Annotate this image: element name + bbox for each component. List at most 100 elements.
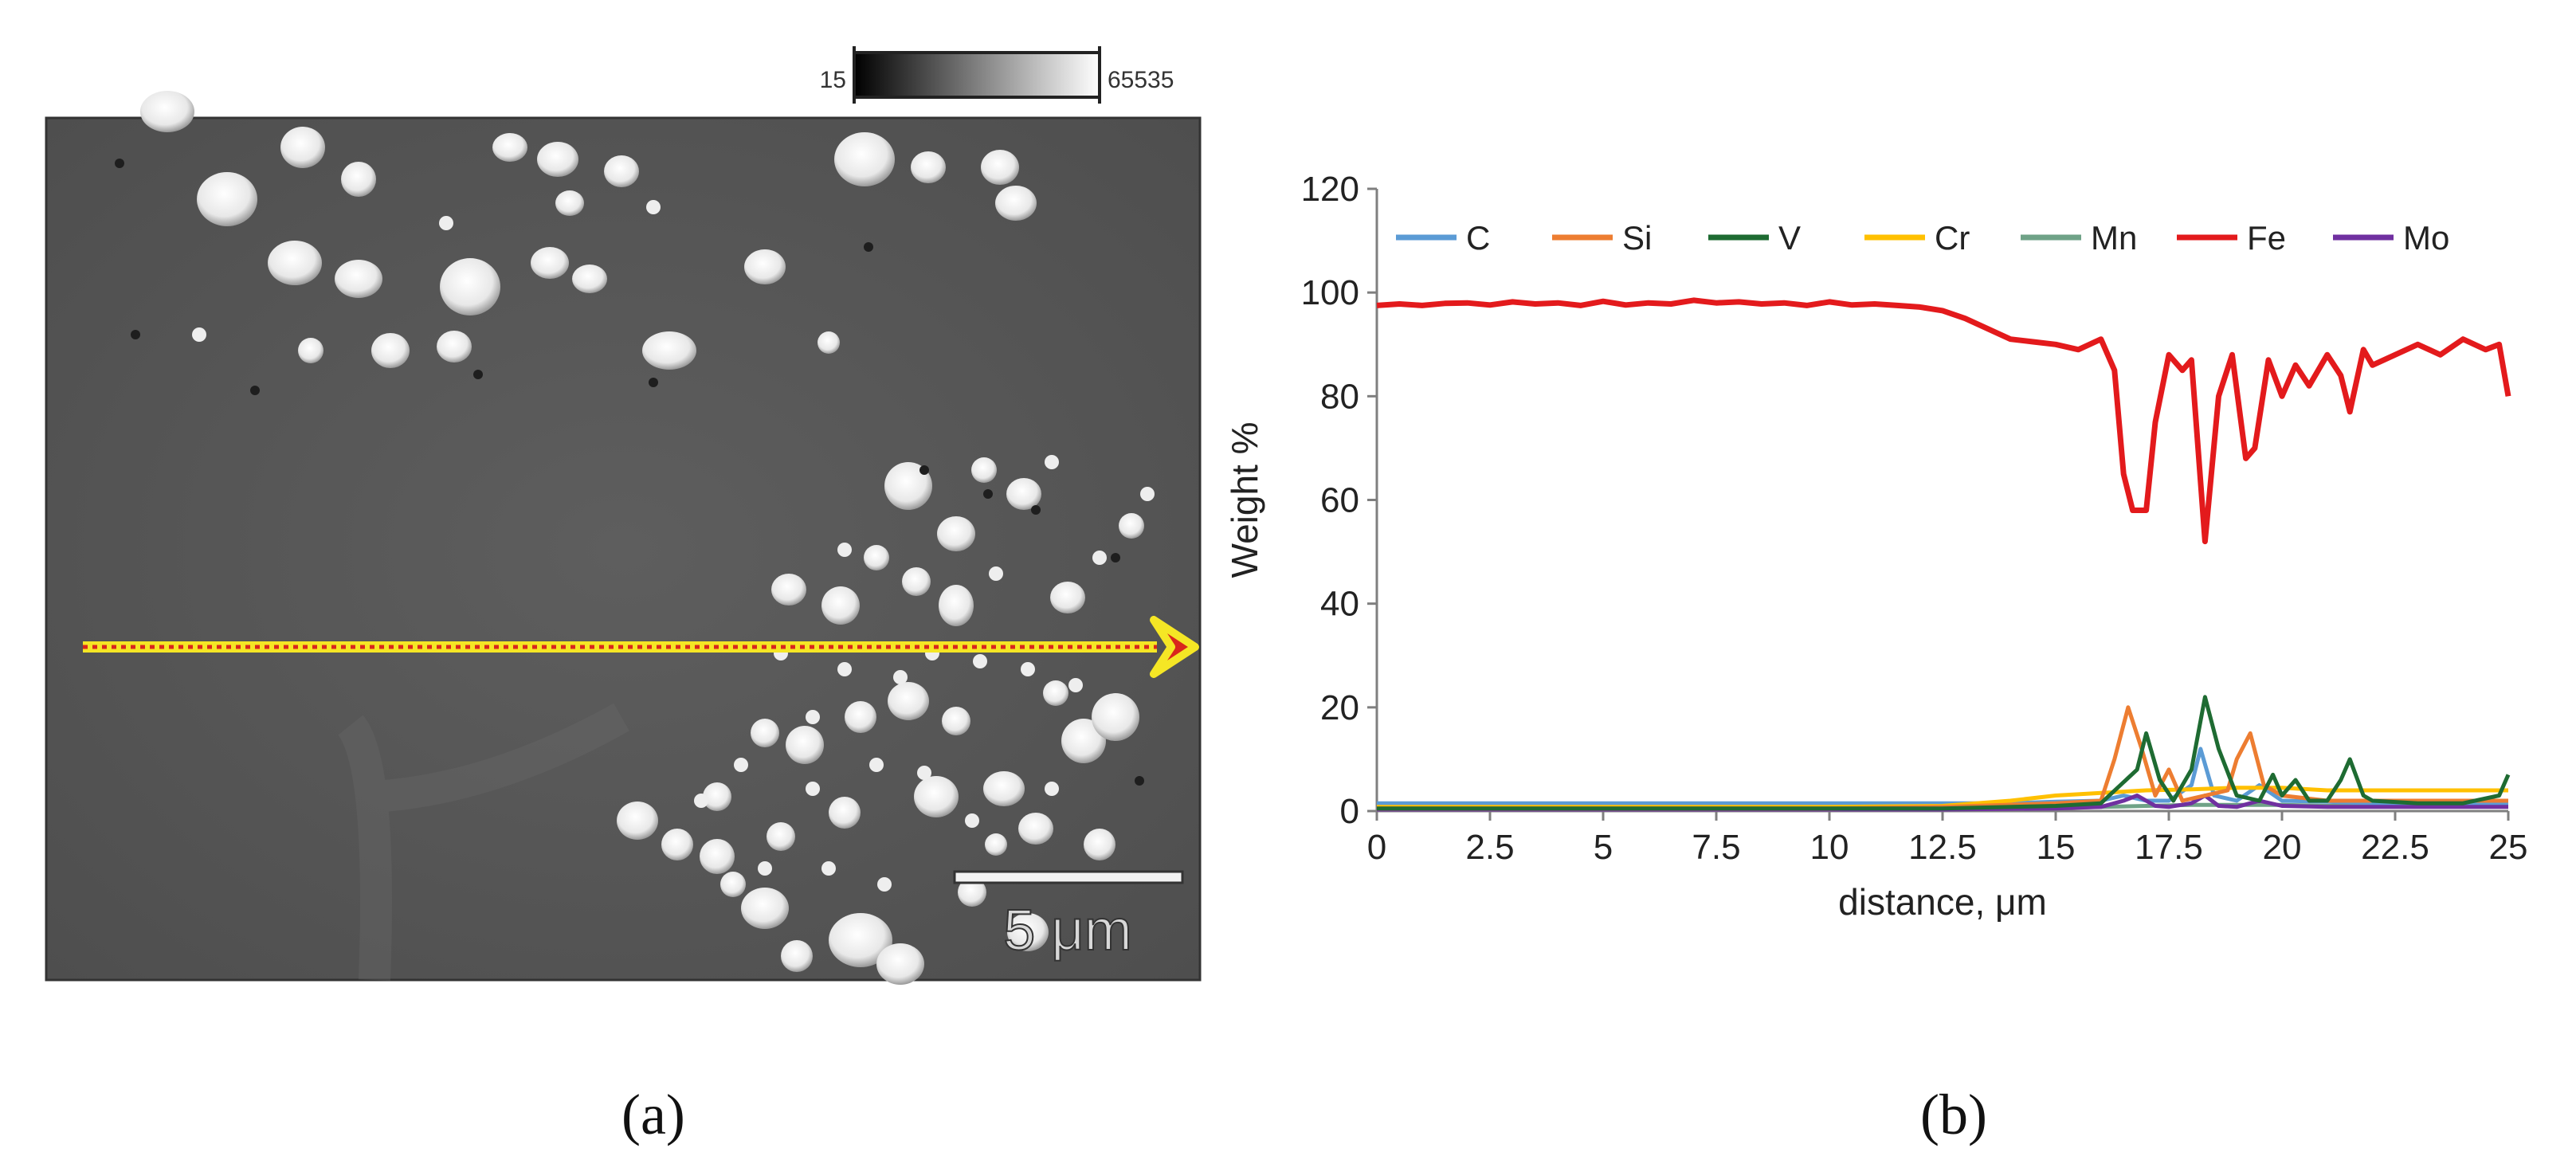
pore	[649, 378, 658, 387]
particle	[197, 172, 257, 226]
sem-micrograph: 5 μm	[45, 91, 1202, 985]
series-line-c	[1377, 747, 2508, 805]
particle	[741, 888, 789, 929]
particle	[911, 151, 946, 183]
legend-label: Mo	[2403, 219, 2449, 257]
particle	[492, 133, 527, 162]
particle	[439, 216, 453, 230]
scale-bar: 5 μm	[953, 870, 1184, 963]
legend-label: C	[1466, 219, 1490, 257]
intensity-colorbar: 15 65535	[820, 46, 1174, 104]
particle	[786, 726, 824, 764]
particle	[1045, 782, 1059, 796]
chart-axes: 0 2.5 5 7.5 10 12.5 15 17.5 20 22.5 25 0 20 40 60 80 100…	[1301, 170, 2528, 867]
particle	[958, 878, 986, 907]
legend-label: Fe	[2247, 219, 2286, 257]
particle	[781, 940, 813, 972]
pore	[1135, 776, 1144, 786]
particle	[1050, 582, 1085, 613]
x-tick-label: 20	[2263, 828, 2302, 867]
particle	[744, 249, 786, 284]
particle	[371, 333, 410, 368]
particle	[971, 457, 997, 483]
pore	[983, 489, 993, 499]
colorbar-max-label: 65535	[1108, 67, 1174, 93]
particle	[1068, 678, 1083, 692]
scale-bar-label: 5 μm	[1003, 899, 1132, 962]
particle	[869, 758, 884, 772]
particle	[703, 782, 731, 811]
particle	[646, 200, 661, 214]
particle	[939, 585, 974, 626]
particle	[192, 327, 206, 342]
particle	[531, 247, 569, 279]
particle	[694, 794, 708, 808]
x-tick-label: 17.5	[2135, 828, 2203, 867]
legend-label: Si	[1622, 219, 1652, 257]
particle	[937, 516, 975, 551]
legend-label: Mn	[2091, 219, 2137, 257]
arrow-head	[1150, 616, 1199, 678]
particle	[917, 766, 931, 780]
legend-label: V	[1778, 219, 1801, 257]
particle	[642, 331, 696, 370]
particle	[942, 707, 970, 735]
particle	[572, 265, 607, 293]
particle	[864, 545, 889, 570]
x-tick-label: 7.5	[1692, 828, 1740, 867]
particle	[1092, 693, 1139, 741]
particle	[985, 833, 1007, 856]
x-tick-label: 25	[2489, 828, 2528, 867]
particle	[751, 719, 779, 747]
particle	[914, 776, 959, 817]
y-tick-label: 0	[1340, 792, 1359, 831]
particle	[845, 701, 876, 733]
x-tick-label: 22.5	[2361, 828, 2429, 867]
particle	[771, 574, 806, 606]
series-line-si	[1377, 705, 2508, 811]
particle	[817, 331, 840, 354]
particle	[821, 861, 836, 876]
y-tick-label: 60	[1320, 481, 1359, 520]
particle	[734, 758, 748, 772]
particle	[965, 813, 979, 828]
pore	[1031, 505, 1041, 515]
particle	[893, 670, 908, 684]
x-axis-label: distance, μm	[1838, 881, 2047, 923]
micrograph-panel: 15 65535 5 μm	[45, 46, 1202, 985]
particle	[1018, 813, 1053, 845]
legend-label: Cr	[1935, 219, 1970, 257]
particle	[1007, 913, 1049, 951]
x-tick-label: 0	[1367, 828, 1386, 867]
panel-a-label: (a)	[621, 1083, 685, 1146]
y-tick-label: 100	[1301, 273, 1359, 312]
particle	[1006, 478, 1041, 510]
particle	[280, 127, 325, 168]
particle	[604, 155, 639, 187]
x-tick-label: 5	[1594, 828, 1613, 867]
particle	[720, 872, 746, 897]
particle	[537, 142, 578, 177]
particle	[834, 132, 895, 186]
particle	[981, 150, 1019, 185]
particle	[884, 462, 932, 510]
particle	[335, 260, 382, 298]
particle	[837, 543, 852, 557]
particle	[1021, 662, 1035, 676]
particle	[1045, 455, 1059, 469]
particle	[983, 771, 1025, 806]
particle	[617, 802, 658, 840]
particle	[298, 338, 323, 363]
particle	[1140, 487, 1155, 501]
particle	[268, 241, 322, 285]
particle	[995, 186, 1037, 221]
particle	[1119, 513, 1144, 539]
particle	[829, 797, 861, 829]
pore	[473, 370, 483, 379]
x-tick-label: 10	[1810, 828, 1849, 867]
y-axis-label: Weight %	[1224, 421, 1265, 578]
pore	[250, 386, 260, 395]
particle	[140, 91, 194, 132]
y-tick-label: 40	[1320, 585, 1359, 624]
